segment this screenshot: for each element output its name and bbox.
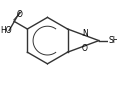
Text: O: O (81, 44, 87, 53)
Text: O: O (17, 10, 22, 19)
Text: N: N (82, 29, 88, 38)
Text: HO: HO (1, 26, 12, 35)
Text: SH: SH (108, 36, 117, 45)
